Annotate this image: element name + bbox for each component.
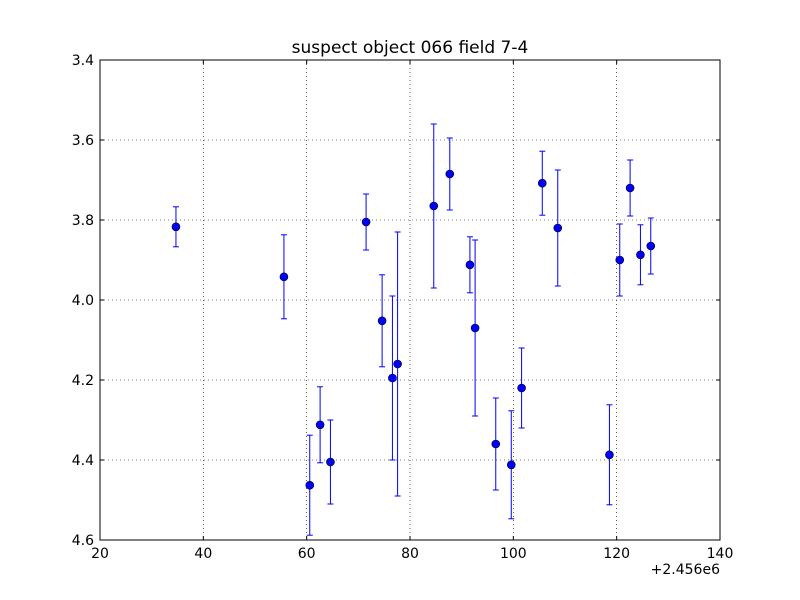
data-point [171, 222, 181, 232]
data-point [537, 178, 547, 188]
data-point [506, 460, 516, 470]
y-tick-labels: 3.4 3.6 3.8 4.0 4.2 4.4 4.6 [72, 53, 94, 549]
data-point [377, 316, 387, 326]
x-tick-label: 100 [500, 546, 527, 562]
x-offset-label: +2.456e6 [651, 562, 720, 578]
x-tick-label: 40 [194, 546, 212, 562]
data-point [517, 383, 526, 393]
x-tick-label: 60 [298, 546, 316, 562]
data-point [636, 250, 645, 260]
y-tick-label: 4.4 [72, 453, 94, 469]
data-point [279, 272, 289, 282]
data-point [445, 169, 455, 179]
grid [100, 60, 720, 540]
y-tick-label: 3.4 [72, 53, 94, 69]
y-tick-label: 4.0 [72, 293, 94, 309]
data-point [305, 480, 315, 490]
data-point [615, 255, 625, 265]
data-point [625, 183, 635, 193]
y-tick-label: 3.8 [72, 213, 94, 229]
data-point [315, 420, 325, 430]
data-points [171, 169, 656, 490]
axis-ticks [99, 59, 721, 541]
data-point [361, 217, 371, 227]
data-point [605, 450, 614, 460]
data-point [465, 260, 475, 270]
chart-title: suspect object 066 field 7-4 [292, 38, 529, 58]
y-tick-label: 3.6 [72, 133, 94, 149]
data-point [491, 439, 501, 449]
data-point [393, 359, 402, 369]
x-tick-label: 120 [603, 546, 630, 562]
data-point [388, 373, 397, 383]
data-point [646, 241, 656, 251]
x-tick-label: 80 [401, 546, 419, 562]
x-tick-labels: 20 40 60 80 100 120 140 [91, 546, 733, 562]
data-point [553, 223, 563, 233]
data-point [326, 457, 335, 467]
data-point [470, 323, 480, 333]
y-tick-label: 4.6 [72, 533, 94, 549]
x-tick-label: 140 [707, 546, 734, 562]
data-point [429, 201, 439, 211]
x-tick-label: 20 [91, 546, 109, 562]
y-tick-label: 4.2 [72, 373, 94, 389]
